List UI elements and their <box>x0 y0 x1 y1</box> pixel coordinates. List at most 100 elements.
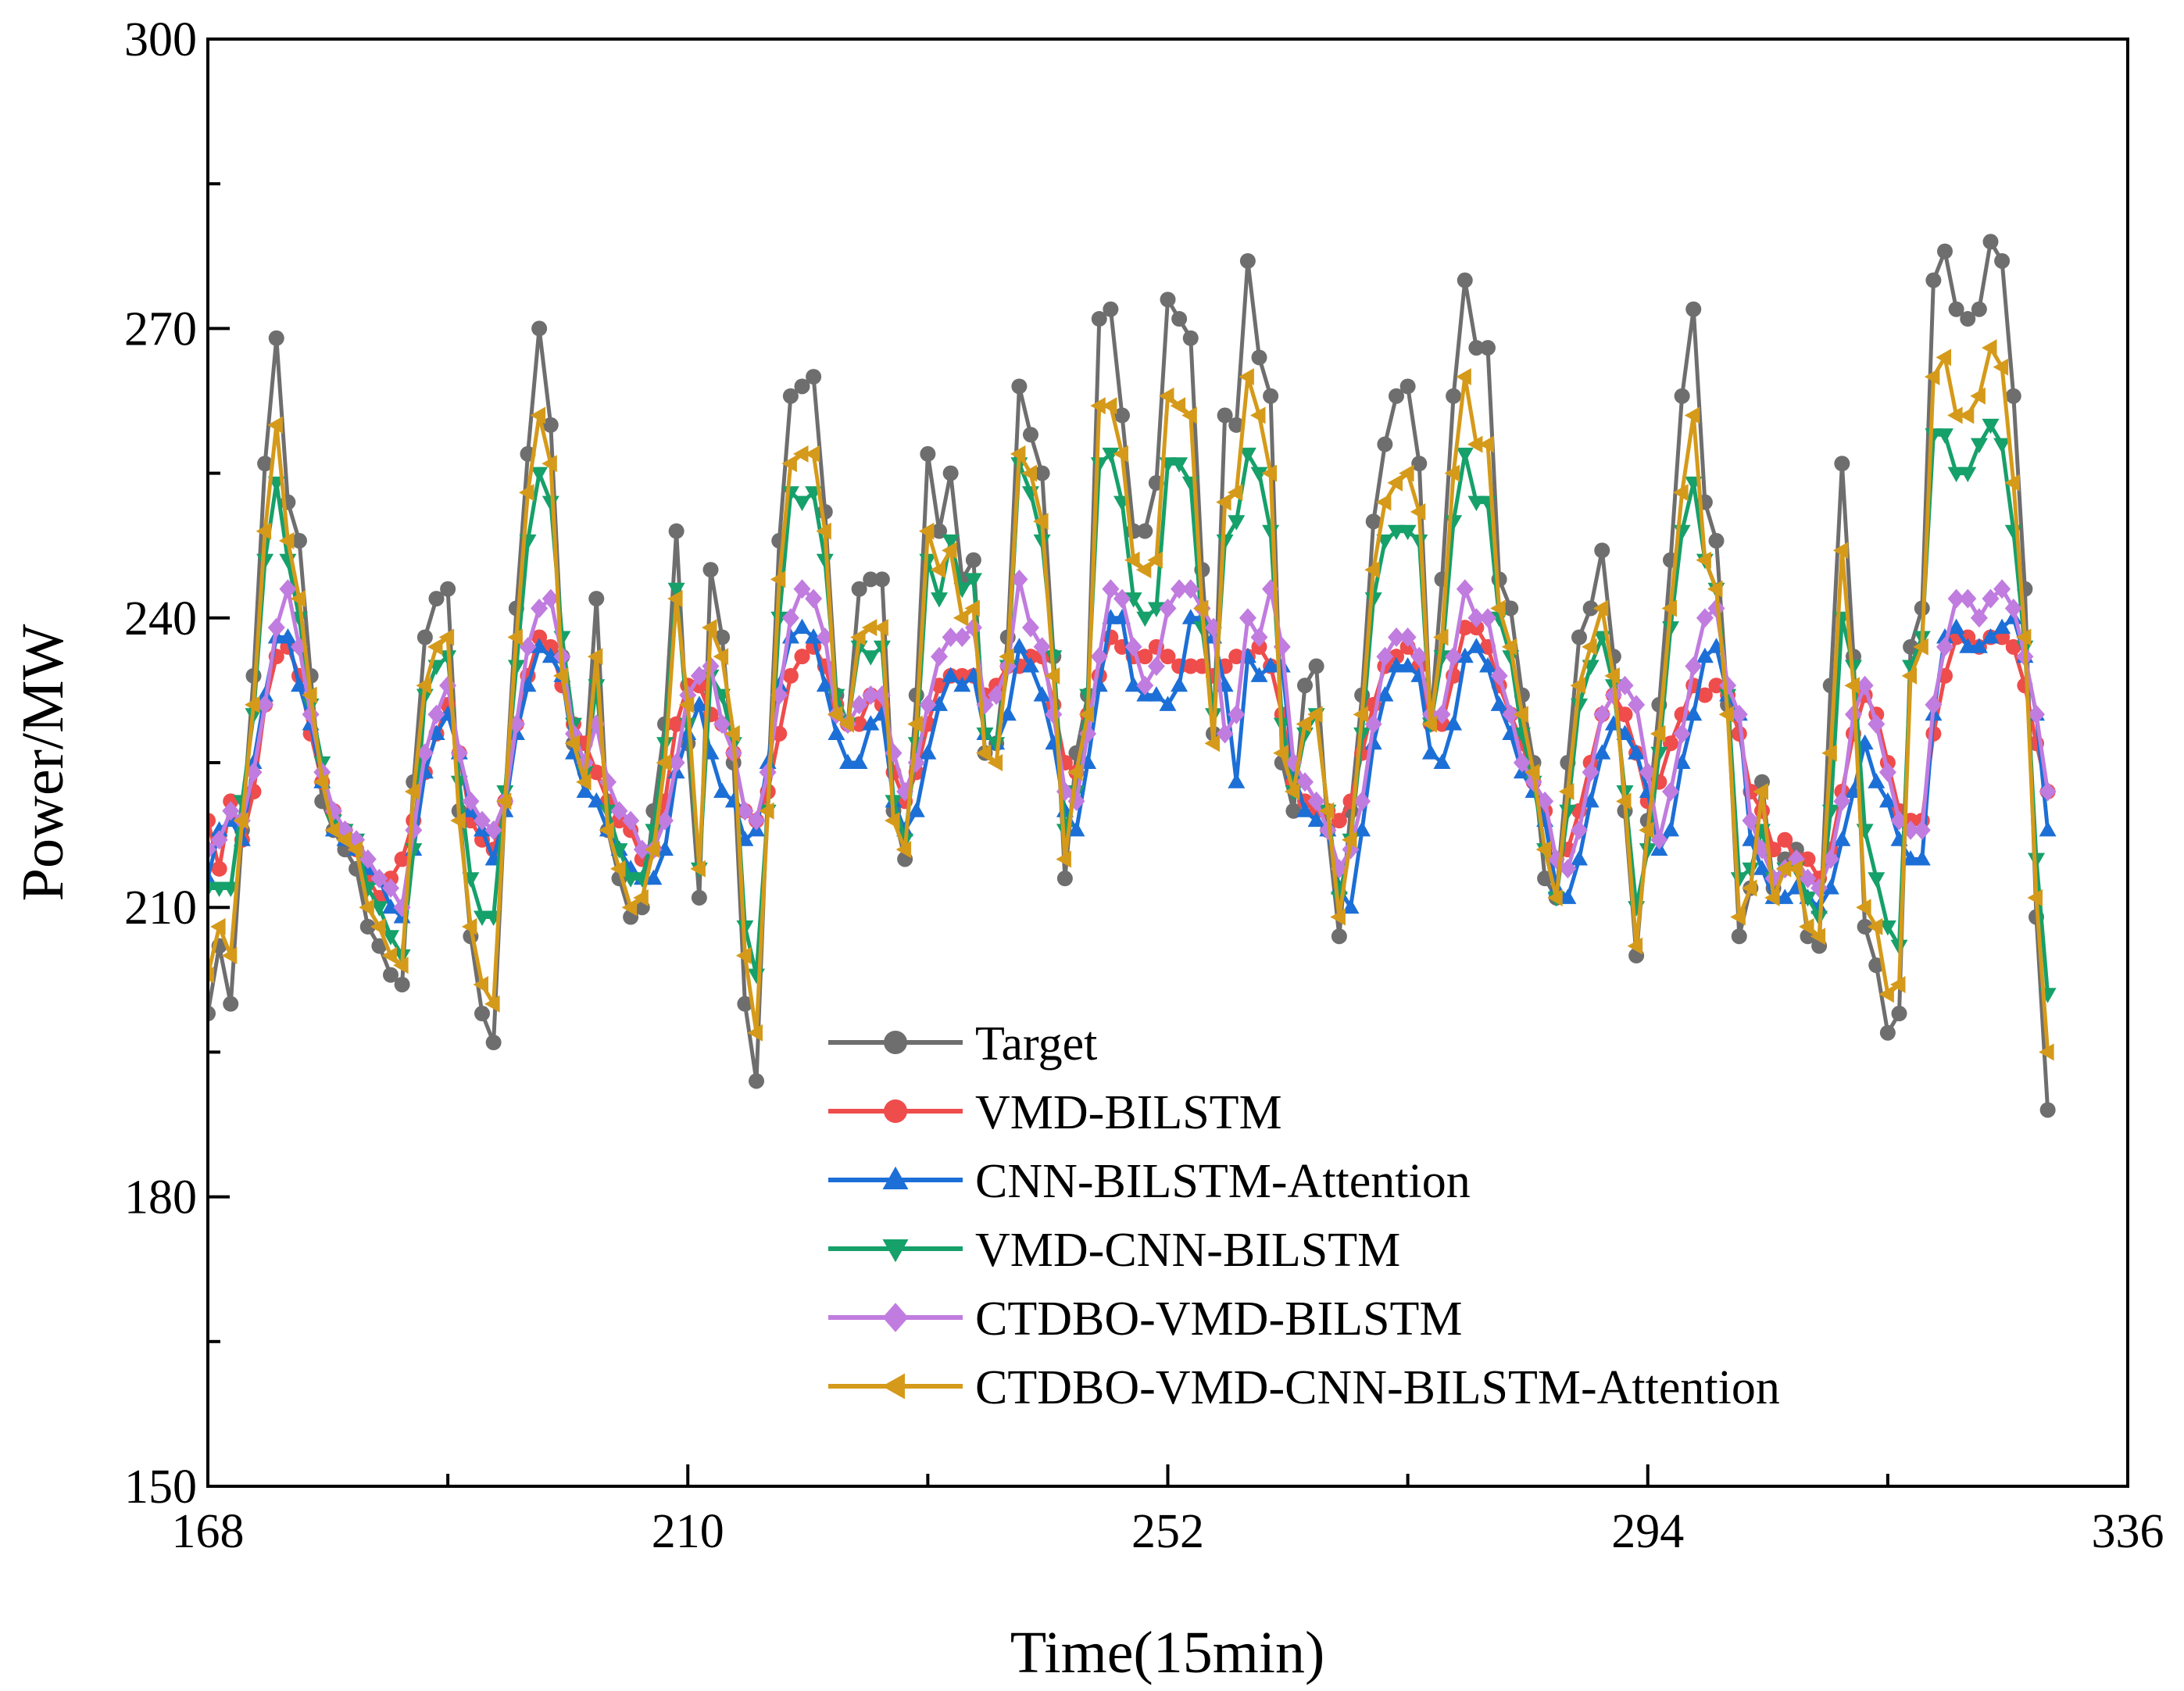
data-point <box>1377 436 1393 452</box>
data-point <box>599 821 614 839</box>
data-point <box>210 830 228 850</box>
legend-item: Target <box>828 1017 1097 1071</box>
data-point <box>1958 406 1975 424</box>
data-point <box>1022 617 1039 638</box>
data-point <box>1250 406 1266 424</box>
data-point <box>462 791 480 811</box>
data-point <box>427 704 445 724</box>
data-point <box>1617 706 1633 723</box>
data-point <box>930 561 945 579</box>
data-point <box>1501 638 1517 656</box>
data-point <box>245 695 260 713</box>
data-point <box>621 899 638 917</box>
data-point <box>1364 561 1380 579</box>
data-point <box>1799 917 1814 935</box>
data-point <box>1547 888 1563 906</box>
data-point <box>1696 551 1711 569</box>
data-point <box>1467 435 1483 453</box>
data-point <box>1696 687 1713 703</box>
data-point <box>256 695 274 715</box>
data-point <box>1273 744 1289 762</box>
data-point <box>1033 637 1051 657</box>
data-point <box>1239 447 1256 463</box>
data-point <box>347 841 363 859</box>
data-point <box>1730 908 1746 926</box>
legend-marker <box>882 1166 909 1189</box>
data-point <box>1730 872 1748 888</box>
data-point <box>1891 1006 1907 1022</box>
data-point <box>1399 627 1417 647</box>
data-point <box>1685 705 1703 721</box>
data-point <box>1490 695 1508 711</box>
data-point <box>1993 618 2011 635</box>
y-tick-label: 180 <box>124 1171 197 1224</box>
legend-label: VMD-CNN-BILSTM <box>975 1224 1400 1277</box>
data-point <box>382 930 399 946</box>
data-point <box>1389 649 1404 665</box>
data-point <box>428 591 445 607</box>
data-point <box>976 744 992 762</box>
data-point <box>1844 677 1860 695</box>
data-point <box>438 628 455 646</box>
data-point <box>1445 715 1463 731</box>
data-point <box>987 754 1003 771</box>
data-point <box>257 456 273 472</box>
data-point <box>1834 456 1850 472</box>
data-point <box>895 841 912 859</box>
data-point <box>622 810 640 831</box>
x-tick-label: 168 <box>172 1505 245 1558</box>
data-point <box>1433 704 1451 724</box>
data-point <box>1742 810 1760 831</box>
data-point <box>667 582 685 599</box>
data-point <box>1982 418 2000 434</box>
legend-item: CNN-BILSTM-Attention <box>828 1155 1471 1208</box>
data-point <box>1399 378 1416 395</box>
data-point <box>793 618 811 635</box>
x-axis: 168 210 252 294 336 <box>172 1464 2164 1558</box>
data-point <box>794 378 810 395</box>
data-point <box>1044 667 1060 685</box>
data-point <box>371 938 388 954</box>
data-point <box>1867 917 1883 935</box>
data-point <box>495 792 512 810</box>
data-point <box>440 581 456 597</box>
legend-label: CTDBO-VMD-CNN-BILSTM-Attention <box>975 1361 1780 1414</box>
data-point <box>1970 387 1986 405</box>
data-point <box>223 996 239 1012</box>
data-point <box>656 754 671 771</box>
data-point <box>336 831 352 849</box>
data-point <box>1376 646 1394 667</box>
data-point <box>1718 706 1735 724</box>
data-point <box>1502 704 1520 724</box>
data-point <box>1456 368 1471 386</box>
data-point <box>1639 762 1657 782</box>
data-point <box>1456 647 1474 663</box>
data-point <box>907 715 923 733</box>
data-point <box>1833 831 1851 846</box>
data-point <box>1936 628 1953 644</box>
data-point <box>1307 791 1325 811</box>
legend-marker <box>882 1239 909 1263</box>
data-point <box>416 629 433 645</box>
data-point <box>816 627 834 647</box>
data-point <box>1421 744 1439 760</box>
data-point <box>1947 406 1963 424</box>
data-point <box>1228 416 1245 433</box>
data-point <box>531 599 549 618</box>
data-point <box>450 812 466 830</box>
data-point <box>839 753 856 769</box>
data-point <box>1513 706 1528 724</box>
x-tick-label: 294 <box>1611 1505 1684 1558</box>
data-point <box>208 813 216 829</box>
data-point <box>1102 447 1120 463</box>
legend-label: VMD-BILSTM <box>975 1086 1282 1139</box>
data-point <box>290 590 306 608</box>
data-point <box>656 810 674 831</box>
data-point <box>736 801 754 821</box>
data-point <box>1868 957 1885 974</box>
legend: Target VMD-BILSTM CNN-BILSTM-Attention VMD-… <box>828 1017 1780 1414</box>
data-point <box>1993 358 2009 376</box>
data-point <box>1993 579 2011 599</box>
data-point <box>1936 428 1953 444</box>
data-point <box>1970 638 1988 653</box>
